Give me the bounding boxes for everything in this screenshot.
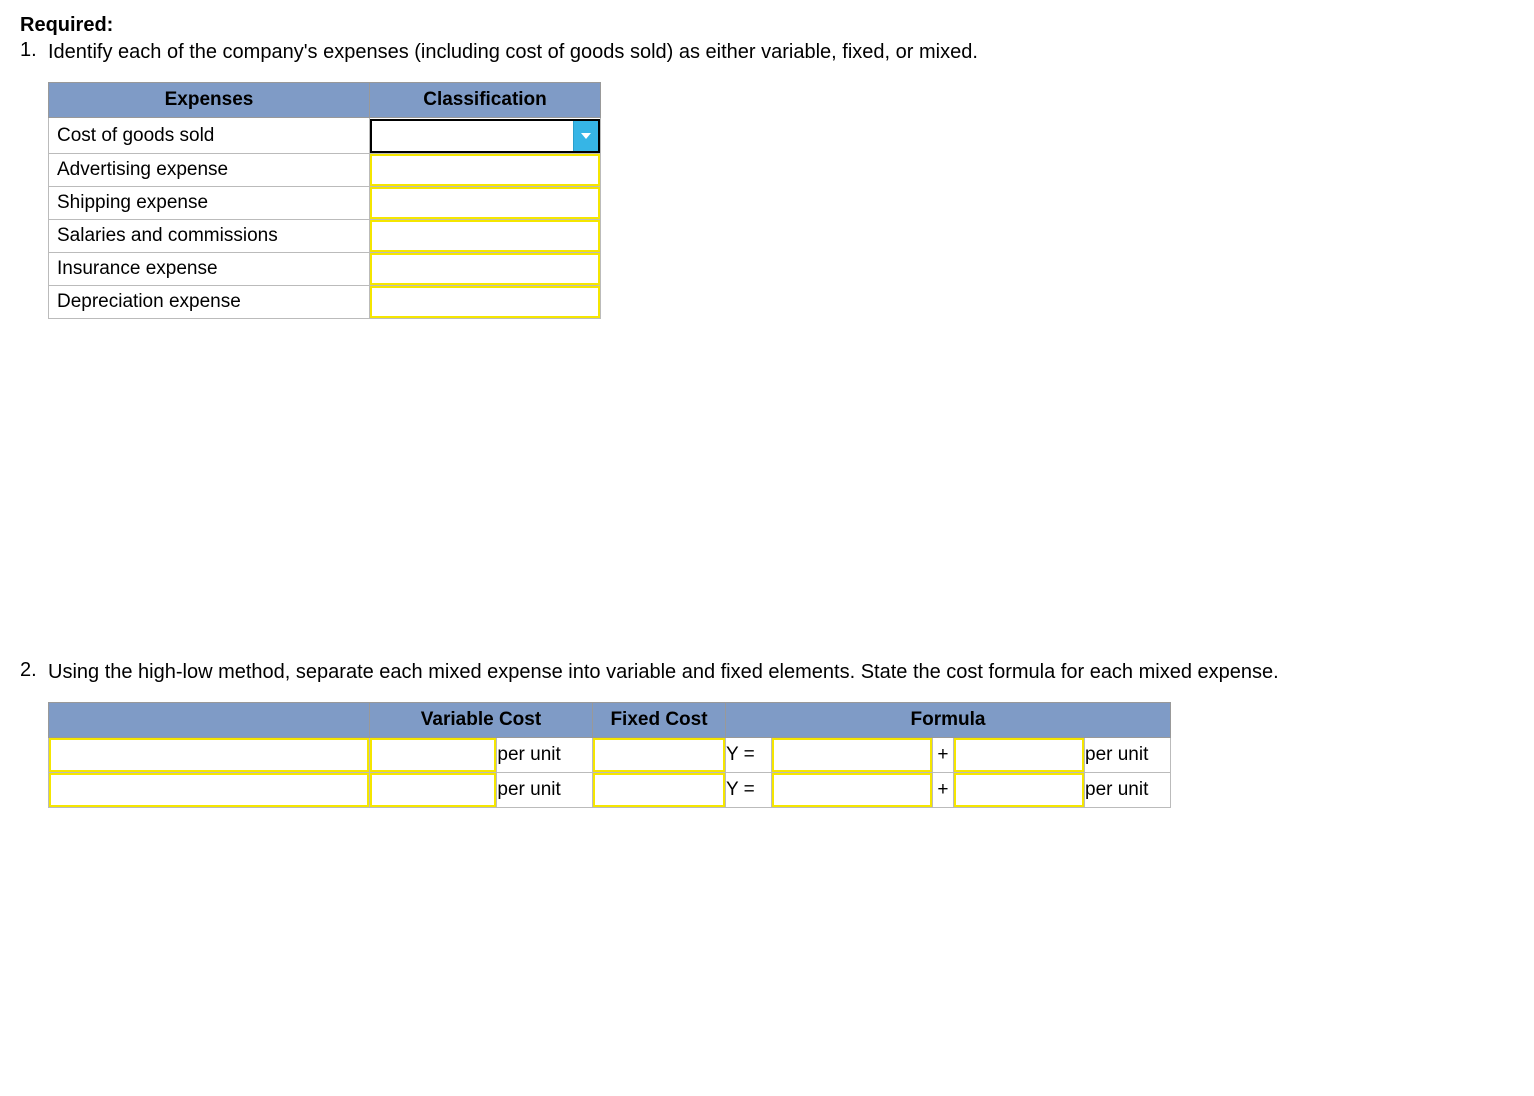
table-row: Insurance expense <box>49 253 601 286</box>
fixed-cost-input[interactable] <box>593 738 726 773</box>
table-row: Advertising expense <box>49 154 601 187</box>
y-equals-label: Y = <box>726 738 772 773</box>
required-label: Required: <box>20 14 1514 37</box>
classification-input[interactable] <box>370 187 601 220</box>
expense-label: Advertising expense <box>49 154 370 187</box>
q2-number: 2. <box>20 659 48 682</box>
classification-input[interactable] <box>370 154 601 187</box>
variable-cost-header: Variable Cost <box>370 703 593 738</box>
y-equals-label: Y = <box>726 773 772 808</box>
formula-a-input[interactable] <box>771 738 933 773</box>
chevron-down-icon <box>573 121 598 151</box>
per-unit-label: per unit <box>497 738 593 773</box>
question-2: 2. Using the high-low method, separate e… <box>20 659 1514 686</box>
classification-header: Classification <box>370 83 601 118</box>
classification-input[interactable] <box>370 220 601 253</box>
expense-label: Cost of goods sold <box>49 118 370 154</box>
table-row: Depreciation expense <box>49 286 601 319</box>
classification-input[interactable] <box>370 286 601 319</box>
per-unit-label: per unit <box>1085 738 1171 773</box>
table-row: per unit Y = + per unit <box>49 738 1171 773</box>
formula-b-input[interactable] <box>953 773 1084 808</box>
formula-a-input[interactable] <box>771 773 933 808</box>
fixed-cost-header: Fixed Cost <box>593 703 726 738</box>
plus-label: + <box>933 738 953 773</box>
expenses-header: Expenses <box>49 83 370 118</box>
expense-label: Salaries and commissions <box>49 220 370 253</box>
fixed-cost-input[interactable] <box>593 773 726 808</box>
q1-number: 1. <box>20 39 48 62</box>
table-row: Cost of goods sold <box>49 118 601 154</box>
per-unit-label: per unit <box>497 773 593 808</box>
expenses-table: Expenses Classification Cost of goods so… <box>48 82 601 319</box>
blank-header <box>49 703 370 738</box>
classification-input[interactable] <box>370 253 601 286</box>
table-row: per unit Y = + per unit <box>49 773 1171 808</box>
expense-label: Depreciation expense <box>49 286 370 319</box>
q2-text: Using the high-low method, separate each… <box>48 659 1279 686</box>
variable-cost-input[interactable] <box>370 773 497 808</box>
mixed-expense-input[interactable] <box>49 738 370 773</box>
classification-dropdown[interactable] <box>370 118 601 154</box>
question-1: 1. Identify each of the company's expens… <box>20 39 1514 66</box>
q1-text: Identify each of the company's expenses … <box>48 39 978 66</box>
formula-header: Formula <box>726 703 1171 738</box>
expense-label: Shipping expense <box>49 187 370 220</box>
table-row: Salaries and commissions <box>49 220 601 253</box>
table-row: Shipping expense <box>49 187 601 220</box>
formula-table: Variable Cost Fixed Cost Formula per uni… <box>48 702 1171 808</box>
plus-label: + <box>933 773 953 808</box>
mixed-expense-input[interactable] <box>49 773 370 808</box>
per-unit-label: per unit <box>1085 773 1171 808</box>
formula-b-input[interactable] <box>953 738 1084 773</box>
variable-cost-input[interactable] <box>370 738 497 773</box>
expense-label: Insurance expense <box>49 253 370 286</box>
